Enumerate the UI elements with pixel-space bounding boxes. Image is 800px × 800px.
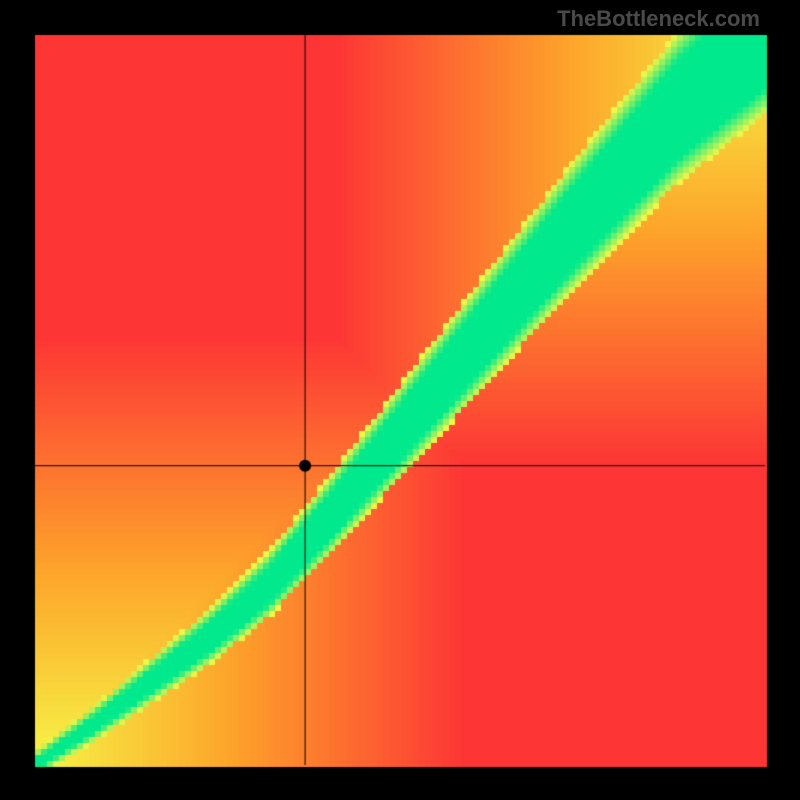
- watermark: TheBottleneck.com: [557, 6, 760, 32]
- chart-frame: TheBottleneck.com: [0, 0, 800, 800]
- bottleneck-heatmap: [0, 0, 800, 800]
